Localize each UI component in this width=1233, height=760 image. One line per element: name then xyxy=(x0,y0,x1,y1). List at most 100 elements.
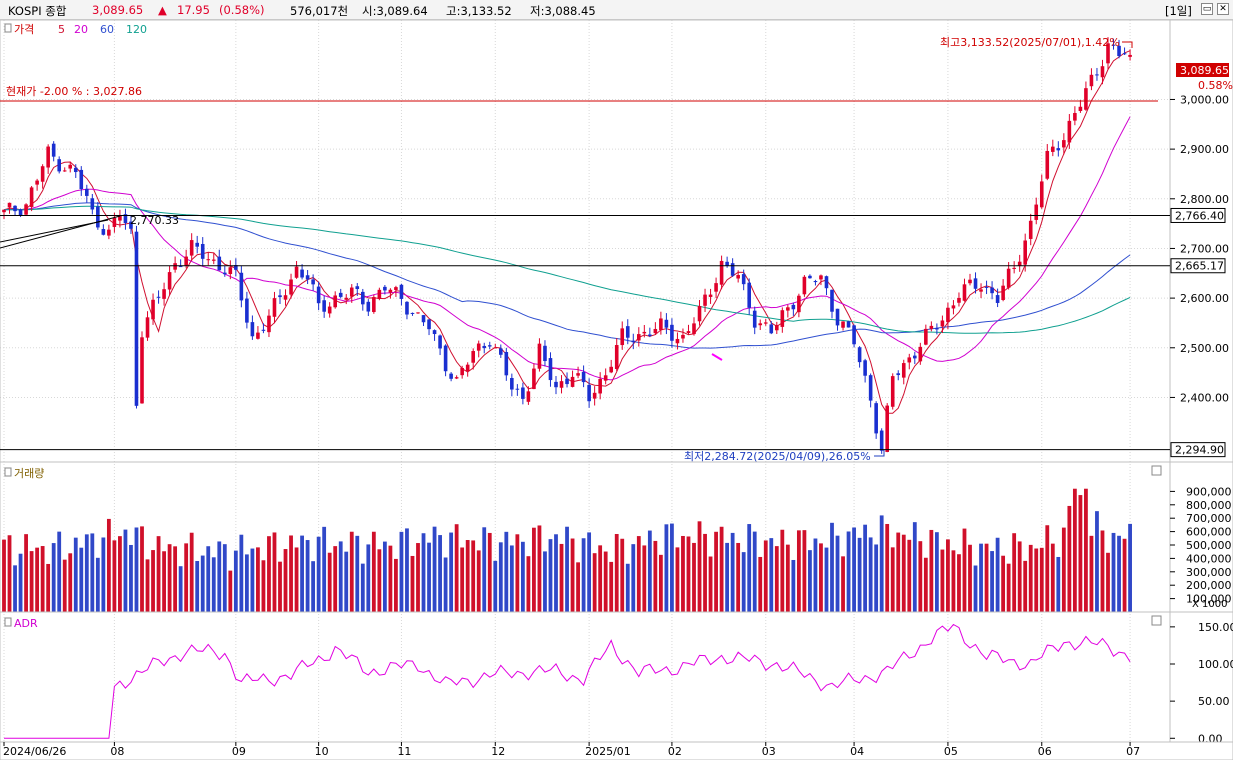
volume-panel-toggle[interactable] xyxy=(1151,465,1162,476)
volume-bar xyxy=(278,561,282,612)
open-price: 시:3,089.64 xyxy=(362,4,428,18)
candle-body xyxy=(1111,44,1116,46)
volume-bar xyxy=(24,534,28,612)
volume-bar xyxy=(222,544,227,612)
hline-tag-text: 2,766.40 xyxy=(1175,209,1224,222)
volume-bar xyxy=(311,561,316,612)
candle-body xyxy=(300,269,304,278)
candle-body xyxy=(918,346,923,362)
volume-legend-box[interactable] xyxy=(4,467,12,477)
volume-bar xyxy=(333,546,338,612)
volume-bar xyxy=(1039,547,1044,612)
candle-body xyxy=(504,352,509,376)
candle-body xyxy=(361,291,365,305)
candle-body xyxy=(256,332,260,339)
candle-body xyxy=(234,265,238,270)
candle-body xyxy=(73,167,78,173)
candle-body xyxy=(929,325,934,329)
x-axis-label: 08 xyxy=(110,745,124,758)
x-axis-label: 09 xyxy=(232,745,246,758)
x-axis-label: 05 xyxy=(944,745,958,758)
price-panel-frame xyxy=(0,20,1171,463)
volume-bar xyxy=(2,539,6,612)
volume-bar xyxy=(29,551,34,612)
volume-bar xyxy=(808,550,812,612)
candle-body xyxy=(708,294,713,297)
price-candles xyxy=(2,37,1132,454)
volume-bar xyxy=(1034,548,1039,612)
volume-bar xyxy=(1028,544,1033,612)
candle-body xyxy=(261,329,266,331)
low-annotation-arrow-icon xyxy=(874,450,885,457)
candle-body xyxy=(173,263,177,270)
candle-body xyxy=(283,295,288,300)
volume-bar xyxy=(1122,538,1127,612)
candle-body xyxy=(565,378,569,385)
candle-body xyxy=(206,259,211,261)
volume-bar xyxy=(1072,488,1077,612)
volume-bar xyxy=(322,526,327,612)
candle-body xyxy=(151,299,155,320)
candle-body xyxy=(90,198,95,210)
price-tick-label: 2,600.00 xyxy=(1180,292,1229,305)
volume-bar xyxy=(90,533,95,612)
volume-bar xyxy=(344,551,349,612)
volume-bar xyxy=(349,531,354,612)
candle-body xyxy=(7,202,12,208)
candle-body xyxy=(725,261,729,266)
candle-body xyxy=(576,373,580,376)
volume-bar xyxy=(1001,555,1006,612)
adr-panel-frame xyxy=(0,611,1171,743)
volume-bar xyxy=(73,537,78,612)
candle-body xyxy=(178,266,183,268)
volume-bar xyxy=(18,553,23,612)
volume-bar xyxy=(189,532,194,612)
volume-bar xyxy=(394,558,398,612)
volume-bar xyxy=(675,547,680,612)
volume-bar xyxy=(940,549,945,612)
period-selector[interactable]: [1일] xyxy=(1165,4,1192,18)
candle-body xyxy=(791,304,796,310)
volume-title: 거래량 xyxy=(14,467,44,480)
adr-panel-toggle[interactable] xyxy=(1151,615,1162,626)
volume-bar xyxy=(51,543,56,612)
candle-body xyxy=(223,272,227,275)
adr-legend-box[interactable] xyxy=(4,617,12,627)
volume-bar xyxy=(173,546,178,612)
volume-bar xyxy=(581,538,586,612)
close-icon[interactable]: ✕ xyxy=(1217,3,1229,15)
volume-bar xyxy=(658,554,663,612)
restore-icon[interactable]: ▭ xyxy=(1201,3,1213,15)
candle-body xyxy=(460,367,464,376)
candle-body xyxy=(747,282,751,308)
volume-bar xyxy=(239,534,244,612)
volume-bar xyxy=(399,531,404,612)
volume-bar xyxy=(123,529,128,612)
volume-bar xyxy=(118,536,122,612)
volume-bar xyxy=(951,550,956,612)
candle-body xyxy=(449,373,453,379)
candle-body xyxy=(697,305,702,322)
candle-body xyxy=(786,307,790,311)
price-axis-ticks: 3,000.00 2,900.00 2,800.00 2,700.00 2,600.00… xyxy=(1170,93,1229,404)
legend-box[interactable] xyxy=(4,23,12,33)
candle-body xyxy=(642,331,647,334)
trendline-2 xyxy=(0,219,109,243)
volume-bar xyxy=(40,546,45,612)
volume-bar xyxy=(780,529,785,612)
candle-body xyxy=(421,315,426,323)
x-axis-label: 02 xyxy=(668,745,682,758)
volume-bar xyxy=(101,537,106,612)
volume-bar xyxy=(570,538,575,612)
symbol-name[interactable]: KOSPI 종합 xyxy=(8,4,67,18)
current-pct-tag: 0.58% xyxy=(1198,79,1233,92)
point-label: 2,770.33 xyxy=(130,214,179,227)
candle-body xyxy=(101,229,106,235)
candle-body xyxy=(2,209,6,213)
volume-bar xyxy=(283,549,288,612)
volume-bar xyxy=(835,535,840,612)
candle-body xyxy=(443,345,448,372)
candle-body xyxy=(846,321,851,328)
candle-body xyxy=(239,272,244,301)
candle-body xyxy=(631,340,636,343)
